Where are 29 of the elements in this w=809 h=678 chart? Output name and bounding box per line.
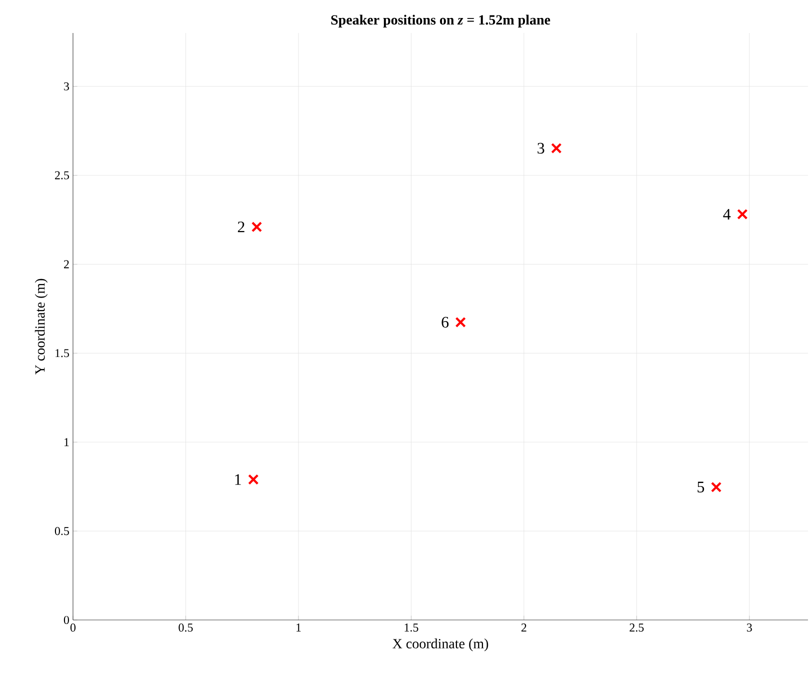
chart-title: Speaker positions on z = 1.52m plane xyxy=(331,14,550,28)
x-tick-label: 1.5 xyxy=(404,624,418,632)
annotation: 5 xyxy=(698,482,704,492)
y-tick-label: 0.5 xyxy=(54,526,70,536)
point xyxy=(710,482,722,492)
annotation: 4 xyxy=(723,209,731,220)
x-tick-label: 2 xyxy=(521,624,526,632)
y-tick-label: 3 xyxy=(64,82,70,90)
point xyxy=(551,142,562,154)
y-tick-label: 2 xyxy=(64,260,69,268)
y-tick-label: 1 xyxy=(64,438,69,446)
x-tick-label: 0.5 xyxy=(178,624,193,632)
y-tick-label: 1.5 xyxy=(56,349,70,358)
x-tick-label: 0 xyxy=(70,624,76,632)
point xyxy=(248,474,259,485)
y-tick-label: 0 xyxy=(64,616,70,624)
x-tick-label: 2.5 xyxy=(630,624,644,632)
annotation: 1 xyxy=(235,474,241,485)
point xyxy=(455,316,466,328)
point xyxy=(737,208,748,220)
annotation: 2 xyxy=(238,222,244,232)
x-tick-label: 1 xyxy=(296,624,301,632)
y-tick-label: 2.5 xyxy=(55,171,70,180)
annotation: 6 xyxy=(442,316,449,328)
x-axis-title: X coordinate (m) xyxy=(392,638,488,652)
point xyxy=(251,222,262,232)
y-axis-title: Y coordinate (m) xyxy=(34,278,48,375)
x-tick-label: 3 xyxy=(746,624,752,632)
annotation: 3 xyxy=(538,142,544,154)
